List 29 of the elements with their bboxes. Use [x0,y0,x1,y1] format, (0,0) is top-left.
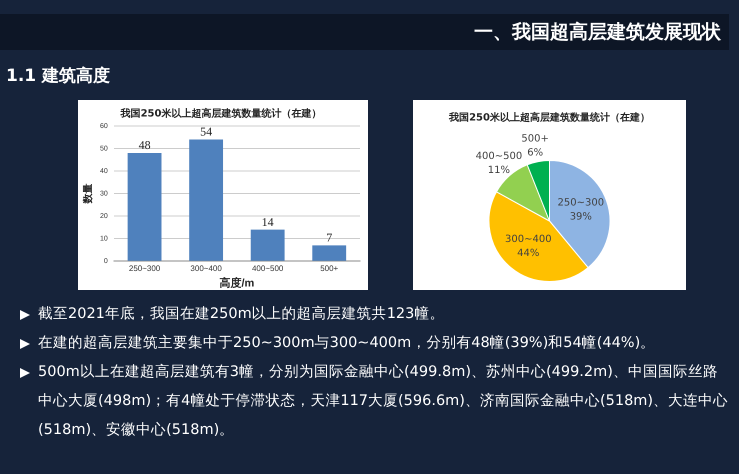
text: 500m以上在建超高层建筑有3幢，分别为国际金融中心(499.8m)、苏州中心(499.2m)、中国国际丝路中心大厦(498m)；有4幢处于停滞状态，天津117大厦(596.6m)、济南国际金融中心(518m)、大连中心(518m)、安徽中心(518m)。 [37,362,730,440]
y-axis-title: 数量 [82,184,94,205]
x-tick-label: 500+ [320,264,339,274]
x-axis-title: 高度/m [219,276,255,290]
data-label: 14 [262,214,274,229]
data-label: 54 [200,124,212,139]
slice-label: 400~500 [476,151,522,162]
data-label: 44% [517,248,540,260]
data-label: 6% [527,147,544,158]
slice-label: 500+ [521,133,549,144]
bar [312,245,346,261]
chart-title: 我国250米以上超高层建筑数量统计（在建） [448,112,650,124]
bar [250,230,285,261]
slice-label: 250~300 [558,197,604,208]
x-tick-label: 400~500 [252,264,284,274]
data-label: 39% [570,211,592,222]
x-tick-label: 300~400 [190,264,222,274]
text: 在建的超高层建筑主要集中于250~300m与300~400m，分别有48幢(39%)和54幢(44%)。 [37,334,656,353]
data-label: 48 [138,138,151,152]
text: 1.1 建筑高度 [6,65,110,87]
x-tick-label: 250~300 [128,264,161,274]
data-label: 11% [488,165,510,176]
text: 一、我国超高层建筑发展现状 [0,14,729,50]
bar [189,140,224,261]
slice-label: 300~400 [505,234,552,246]
chart-title: 我国250米以上超高层建筑数量统计（在建） [120,108,322,120]
bar [128,153,162,261]
text: 截至2021年底，我国在建250m以上的超高层建筑共123幢。 [37,304,446,324]
data-label: 7 [326,230,332,245]
